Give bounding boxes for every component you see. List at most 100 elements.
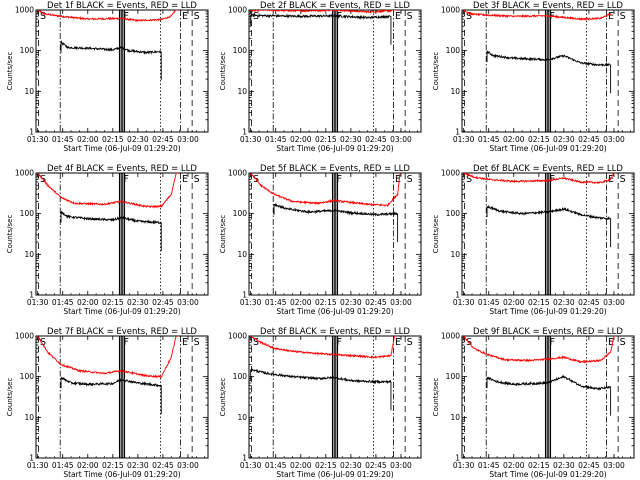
x-tick-label: 02:30 [127,298,149,307]
series-lld-line [463,336,616,364]
marker-label: S [620,337,626,348]
marker-label: S [407,11,413,22]
y-tick-label: 1 [242,454,247,463]
x-tick-label: 02:00 [290,135,312,144]
y-tick-label: 100 [233,209,248,218]
y-axis-label: Counts/sec [6,52,14,91]
marker-label: F [337,174,342,185]
marker-label: E [182,11,188,22]
y-tick-label: 1000 [15,169,34,178]
marker-label: S [40,11,46,22]
series-events-line [273,202,399,217]
x-axis-label: Start Time (06-Jul-09 01:29:20) [276,470,393,479]
x-axis-label: Start Time (06-Jul-09 01:29:20) [63,307,180,316]
marker-label: S [466,11,472,22]
panel-det-9f: Det 9f BLACK = Events, RED = LLD 1 10 100 10… [432,327,635,479]
x-tick-label: 03:00 [390,461,412,470]
x-tick-label: 02:15 [102,461,124,470]
x-axis-label: Start Time (06-Jul-09 01:29:20) [489,470,606,479]
series-events-line [60,211,162,225]
x-tick-label: 02:30 [553,461,575,470]
x-tick-label: 03:00 [603,298,625,307]
x-tick-label: 02:00 [290,298,312,307]
x-tick-label: 01:30 [240,461,262,470]
marker-label: F [337,337,342,348]
x-tick-label: 02:00 [503,135,525,144]
y-tick-label: 1000 [441,169,460,178]
y-tick-label: 100 [233,46,248,55]
y-tick-label: 10 [450,250,460,259]
series-events-line [250,12,392,20]
marker-label: F [124,11,129,22]
y-tick-label: 10 [237,250,247,259]
panel-title: Det 1f BLACK = Events, RED = LLD [47,1,197,11]
y-tick-label: 1 [29,128,34,137]
panel-title: Det 9f BLACK = Events, RED = LLD [473,327,623,337]
x-tick-label: 01:30 [27,298,49,307]
y-tick-label: 1 [455,291,460,300]
y-axis-label: Counts/sec [219,52,227,91]
x-tick-label: 02:15 [102,135,124,144]
y-axis-label: Counts/sec [432,378,440,417]
curves [250,10,398,45]
marker-label: S [194,174,200,185]
marker-label: F [550,337,555,348]
x-tick-label: 02:45 [365,461,387,470]
series-lld-line [250,336,396,360]
marker-label: F [550,174,555,185]
y-axis-label: Counts/sec [432,215,440,254]
y-axis-label: Counts/sec [432,52,440,91]
x-tick-label: 02:15 [528,461,550,470]
panel-title: Det 8f BLACK = Events, RED = LLD [260,327,410,337]
marker-label: S [620,174,626,185]
x-tick-label: 02:30 [127,461,149,470]
x-tick-label: 02:00 [77,135,99,144]
panel-det-4f: Det 4f BLACK = Events, RED = LLD 1 10 100 10… [6,164,209,316]
x-tick-label: 03:00 [603,135,625,144]
y-tick-label: 1 [242,291,247,300]
x-tick-label: 02:15 [315,461,337,470]
curves [37,336,178,415]
curves [37,10,178,80]
x-tick-label: 03:00 [390,298,412,307]
x-tick-label: 02:45 [365,298,387,307]
series-lld-line [463,10,612,21]
series-lld-line [463,173,616,185]
marker-label: S [253,11,259,22]
y-tick-label: 1000 [441,6,460,15]
marker-label: S [407,174,413,185]
x-tick-label: 02:30 [127,135,149,144]
x-tick-label: 02:30 [340,135,362,144]
plot-frame [35,9,209,133]
marker-label: S [620,11,626,22]
x-tick-label: 02:15 [102,298,124,307]
y-tick-label: 10 [24,250,34,259]
y-axis-label: Counts/sec [6,215,14,254]
curves [463,10,612,94]
series-lld-line [250,173,401,208]
y-tick-label: 100 [20,209,35,218]
y-tick-label: 1000 [15,332,34,341]
x-tick-label: 02:00 [77,461,99,470]
x-tick-label: 03:00 [177,461,199,470]
series-lld-line [37,173,178,209]
x-tick-label: 02:30 [340,461,362,470]
y-tick-label: 1 [242,128,247,137]
marker-label: E [182,337,188,348]
x-tick-label: 02:00 [503,461,525,470]
series-events-line [486,50,611,68]
panel-title: Det 6f BLACK = Events, RED = LLD [473,164,623,174]
x-tick-label: 01:30 [27,135,49,144]
x-tick-label: 01:45 [478,298,500,307]
x-tick-label: 02:45 [152,135,174,144]
plot-frame [35,335,209,459]
x-axis-label: Start Time (06-Jul-09 01:29:20) [276,307,393,316]
y-tick-label: 10 [450,413,460,422]
x-tick-label: 01:45 [265,461,287,470]
y-tick-label: 1 [455,128,460,137]
curves [250,336,396,411]
x-tick-label: 02:00 [290,461,312,470]
x-axis-label: Start Time (06-Jul-09 01:29:20) [489,144,606,153]
y-tick-label: 100 [20,372,35,381]
